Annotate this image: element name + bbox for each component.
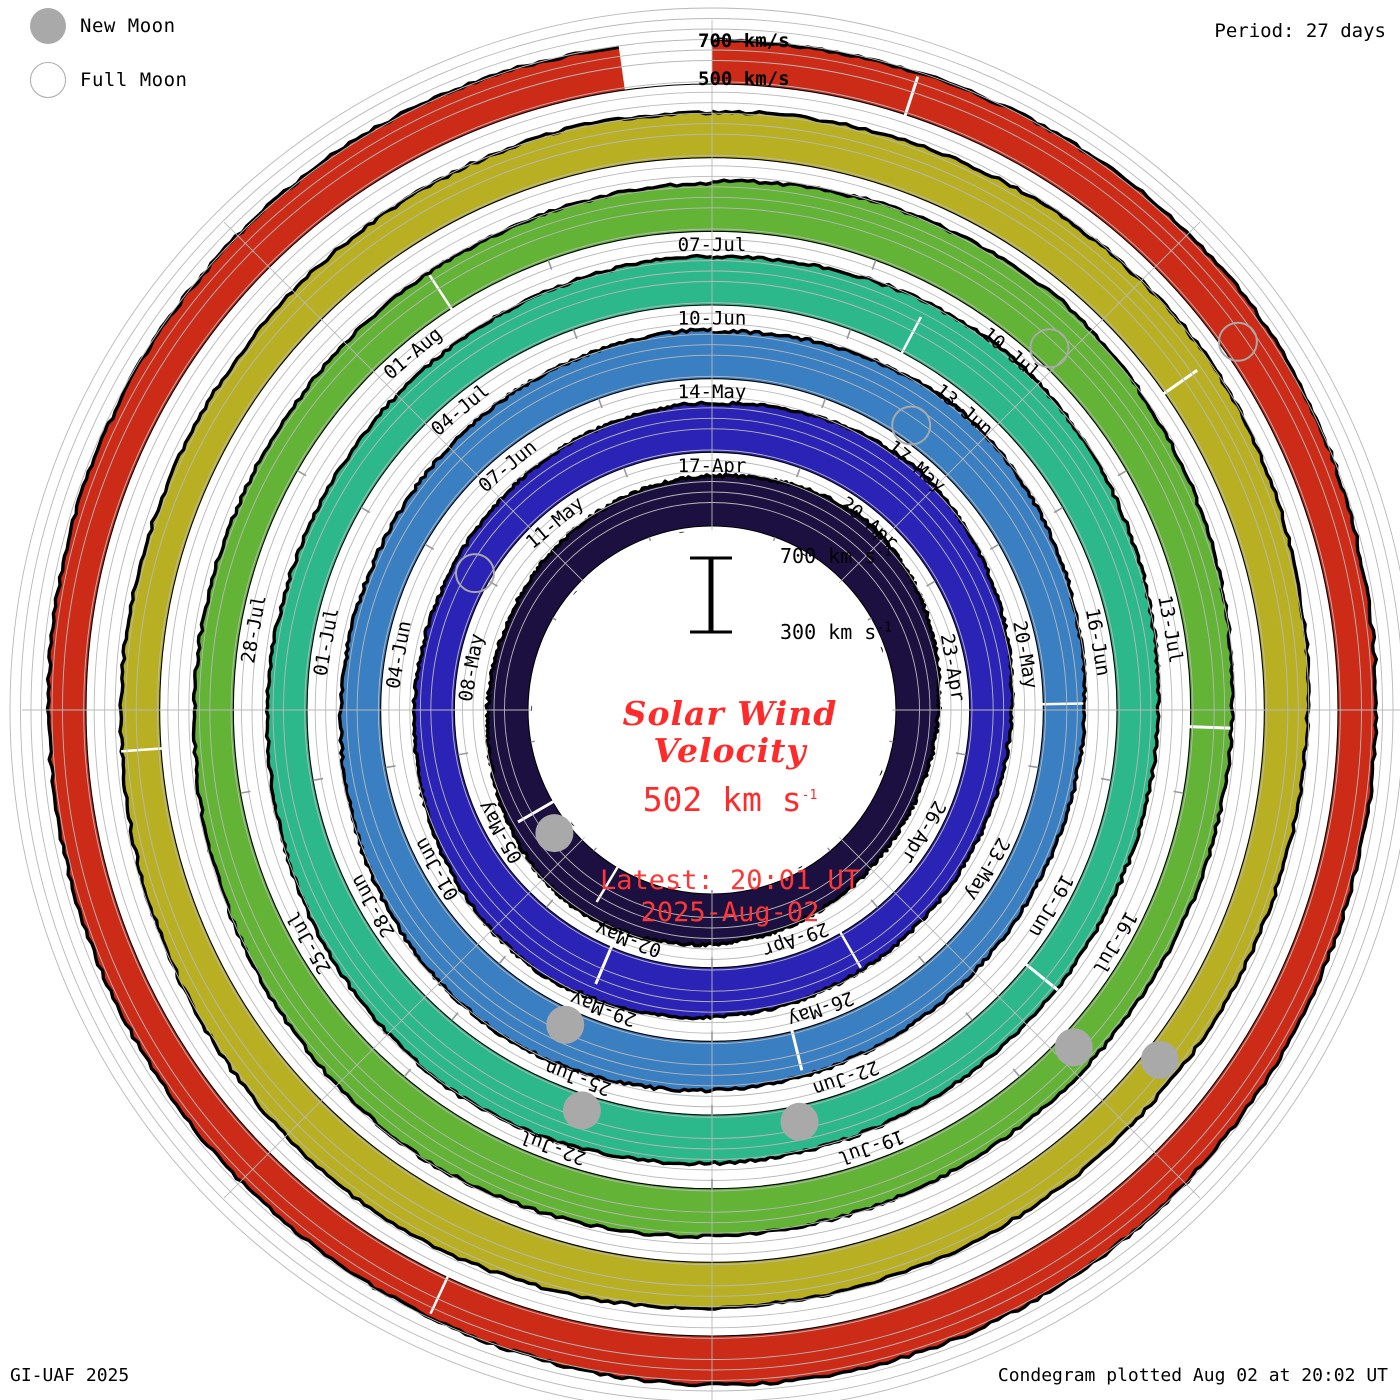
scale-bar: 700 km s-1 300 km s-1 <box>670 544 900 650</box>
full-moon-marker <box>1029 328 1070 369</box>
date-tick <box>458 752 469 756</box>
date-tick <box>1100 777 1111 782</box>
data-gap <box>900 316 923 355</box>
date-tick <box>926 580 936 587</box>
data-gap <box>790 1029 804 1071</box>
data-gap <box>595 865 620 903</box>
center-disc <box>532 530 892 890</box>
date-tick <box>1012 1068 1021 1078</box>
date-tick <box>597 398 603 409</box>
date-tick <box>1173 790 1184 794</box>
plotted-label: Condegram plotted Aug 02 at 20:02 UT <box>997 1365 1388 1386</box>
full-moon-icon <box>30 62 66 98</box>
date-tick-label: 07-Jul <box>678 234 747 256</box>
polar-grid-group <box>9 7 1400 1400</box>
velocity-trace <box>45 37 1379 1388</box>
scale-label-700: 700 km/s <box>698 30 790 52</box>
new-moon-marker <box>780 1102 819 1141</box>
grid-spoke <box>802 800 1201 1199</box>
full-moon-marker <box>1217 321 1258 362</box>
data-gap <box>1188 725 1231 730</box>
date-tick <box>870 899 879 908</box>
period-label: Period: 27 days <box>1214 20 1386 42</box>
grid-arc <box>20 18 1400 1400</box>
new-moon-marker <box>562 1091 601 1130</box>
center-title: Solar Wind Velocity <box>560 694 900 770</box>
full-moon-marker <box>891 405 932 446</box>
date-tick <box>795 467 801 478</box>
center-annotation-block: 700 km s-1 300 km s-1 Solar Wind Velocit… <box>560 544 900 930</box>
date-tick <box>1028 765 1039 769</box>
latest-time: Latest: 20:01 UT <box>599 864 861 896</box>
date-tick <box>545 899 554 908</box>
center-title-line1: Solar Wind <box>622 694 838 733</box>
current-value: 502 km s-1 <box>642 779 818 819</box>
date-tick <box>572 329 578 340</box>
latest-timestamp: Latest: 20:01 UT 2025-Aug-02 <box>560 865 900 930</box>
scale-label-500: 500 km/s <box>698 68 790 90</box>
date-tick <box>989 543 1000 551</box>
legend-new-moon: New Moon <box>30 8 176 44</box>
date-tick <box>313 777 324 782</box>
data-gap <box>594 944 614 985</box>
moon-marker-group <box>454 321 1258 1141</box>
data-gap <box>517 799 556 824</box>
date-tick <box>821 398 827 409</box>
grid-arc <box>9 7 1400 1400</box>
data-gap <box>428 274 454 311</box>
legend-full-moon-label: Full Moon <box>80 69 188 91</box>
grid-spoke <box>223 800 622 1199</box>
date-tick <box>360 506 371 514</box>
full-moon-marker <box>454 553 495 594</box>
date-tick-label: 10-Jun <box>678 308 747 330</box>
new-moon-marker <box>1140 1040 1179 1079</box>
date-tick <box>955 752 966 756</box>
date-tick <box>451 1012 459 1021</box>
date-tick <box>547 259 553 270</box>
scale-bar-icon <box>690 556 732 634</box>
date-tick <box>240 790 251 794</box>
new-moon-marker <box>1054 1028 1093 1067</box>
new-moon-icon <box>30 8 66 44</box>
date-tick <box>498 955 507 965</box>
latest-date: 2025-Aug-02 <box>640 897 820 929</box>
date-tick <box>965 1012 973 1021</box>
date-tick <box>488 580 498 587</box>
new-moon-marker <box>535 814 574 853</box>
legend-new-moon-label: New Moon <box>80 15 176 37</box>
data-gap <box>1041 702 1084 706</box>
data-gap <box>121 747 164 753</box>
date-tick <box>297 469 307 477</box>
grid-spoke <box>802 221 1201 620</box>
date-tick <box>385 765 396 769</box>
data-gap <box>1161 369 1199 396</box>
date-tick <box>1117 469 1127 477</box>
date-tick <box>1053 506 1064 514</box>
credit-label: GI-UAF 2025 <box>10 1365 130 1386</box>
data-gap <box>903 76 920 118</box>
new-moon-marker <box>546 1005 585 1044</box>
scale-bar-low-label: 300 km s-1 <box>780 620 892 644</box>
legend-full-moon: Full Moon <box>30 62 187 98</box>
data-gap <box>838 930 862 969</box>
grid-spoke <box>223 221 622 620</box>
data-gap <box>1024 962 1059 992</box>
date-tick <box>917 955 926 965</box>
date-tick-label: 17-Apr <box>678 455 747 477</box>
scale-bar-high-label: 700 km s-1 <box>780 544 892 568</box>
date-tick <box>623 467 629 478</box>
center-title-line2: Velocity <box>653 730 807 770</box>
date-tick <box>846 329 852 340</box>
data-gap <box>429 1275 450 1315</box>
date-tick-label: 14-May <box>678 381 747 403</box>
date-tick <box>403 1068 412 1078</box>
date-tick <box>871 259 877 270</box>
date-tick <box>424 543 435 551</box>
